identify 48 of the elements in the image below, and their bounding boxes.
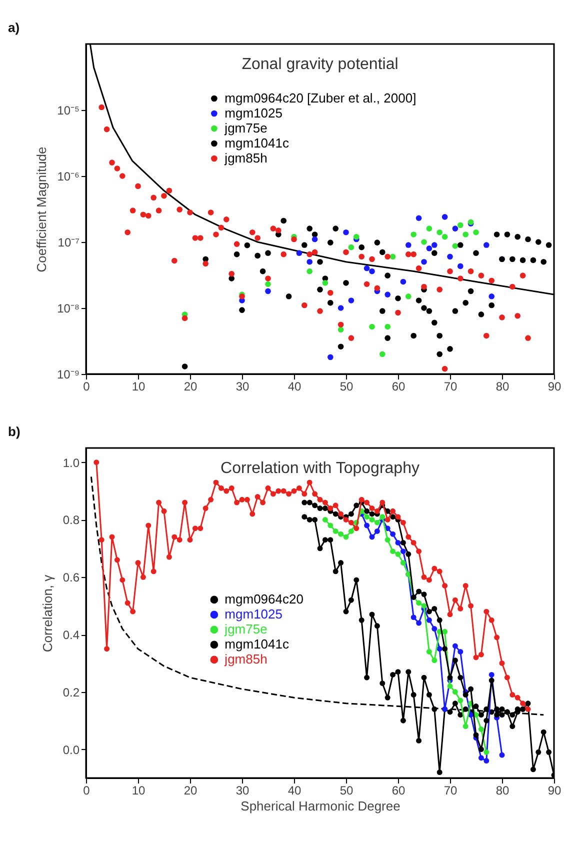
x-tick-label: 20: [184, 380, 198, 394]
y-tick-label: 0.0: [62, 742, 80, 757]
y-tick-label: 10⁻⁷: [58, 236, 80, 250]
legend-label: mgm1041c: [224, 136, 290, 150]
x-tick-label: 50: [340, 784, 354, 798]
x-tick-label: 60: [392, 784, 406, 798]
x-tick-label: 30: [236, 380, 250, 394]
x-tick-label: 20: [184, 784, 198, 798]
text: b): [8, 424, 20, 439]
x-tick-label: 0: [83, 784, 90, 798]
x-tick-label: 80: [496, 784, 510, 798]
x-tick-label: 90: [548, 784, 562, 798]
x-tick-label: 40: [288, 380, 302, 394]
x-tick-label: 70: [444, 380, 458, 394]
x-tick-label: 90: [548, 380, 562, 394]
y-tick-label: 0.2: [62, 685, 80, 700]
legend-label: mgm1025: [224, 106, 282, 120]
legend-label: jgm75e: [224, 622, 268, 637]
y-tick-label: 1.0: [62, 456, 80, 470]
y-tick-label: 10⁻⁶: [57, 170, 80, 184]
x-tick-label: 40: [288, 784, 302, 798]
legend-label: mgm1025: [224, 606, 282, 622]
x-tick-label: 0: [83, 380, 90, 394]
text: Correlation with Topography: [220, 460, 420, 477]
y-tick-label: 0.6: [62, 570, 80, 585]
legend-label: mgm0964c20: [224, 592, 304, 607]
y-axis-title: Coefficient Magnitude: [34, 146, 50, 272]
text: a): [8, 20, 20, 35]
x-tick-label: 60: [392, 380, 406, 394]
legend-label: mgm1041c: [224, 636, 290, 652]
x-tick-label: 10: [132, 784, 146, 798]
y-tick-label: 0.8: [62, 513, 80, 528]
y-axis-title: Correlation, γ: [40, 574, 55, 652]
x-tick-label: 80: [496, 380, 510, 394]
x-tick-label: 30: [236, 784, 250, 798]
text: Zonal gravity potential: [242, 56, 398, 73]
legend-label: jgm85h: [224, 150, 268, 166]
x-tick-label: 10: [132, 380, 146, 394]
y-tick-label: 10⁻⁹: [57, 368, 80, 382]
y-tick-label: 10⁻⁸: [57, 302, 80, 316]
y-tick-label: 0.4: [62, 628, 80, 642]
legend-label: jgm75e: [224, 120, 268, 136]
y-tick-label: 10⁻⁵: [57, 104, 80, 118]
x-tick-label: 50: [340, 380, 354, 394]
legend-label: mgm0964c20 [Zuber et al., 2000]: [224, 90, 416, 106]
x-axis-title: Spherical Harmonic Degree: [240, 798, 400, 814]
legend-label: jgm85h: [224, 652, 268, 667]
x-tick-label: 70: [444, 784, 458, 798]
